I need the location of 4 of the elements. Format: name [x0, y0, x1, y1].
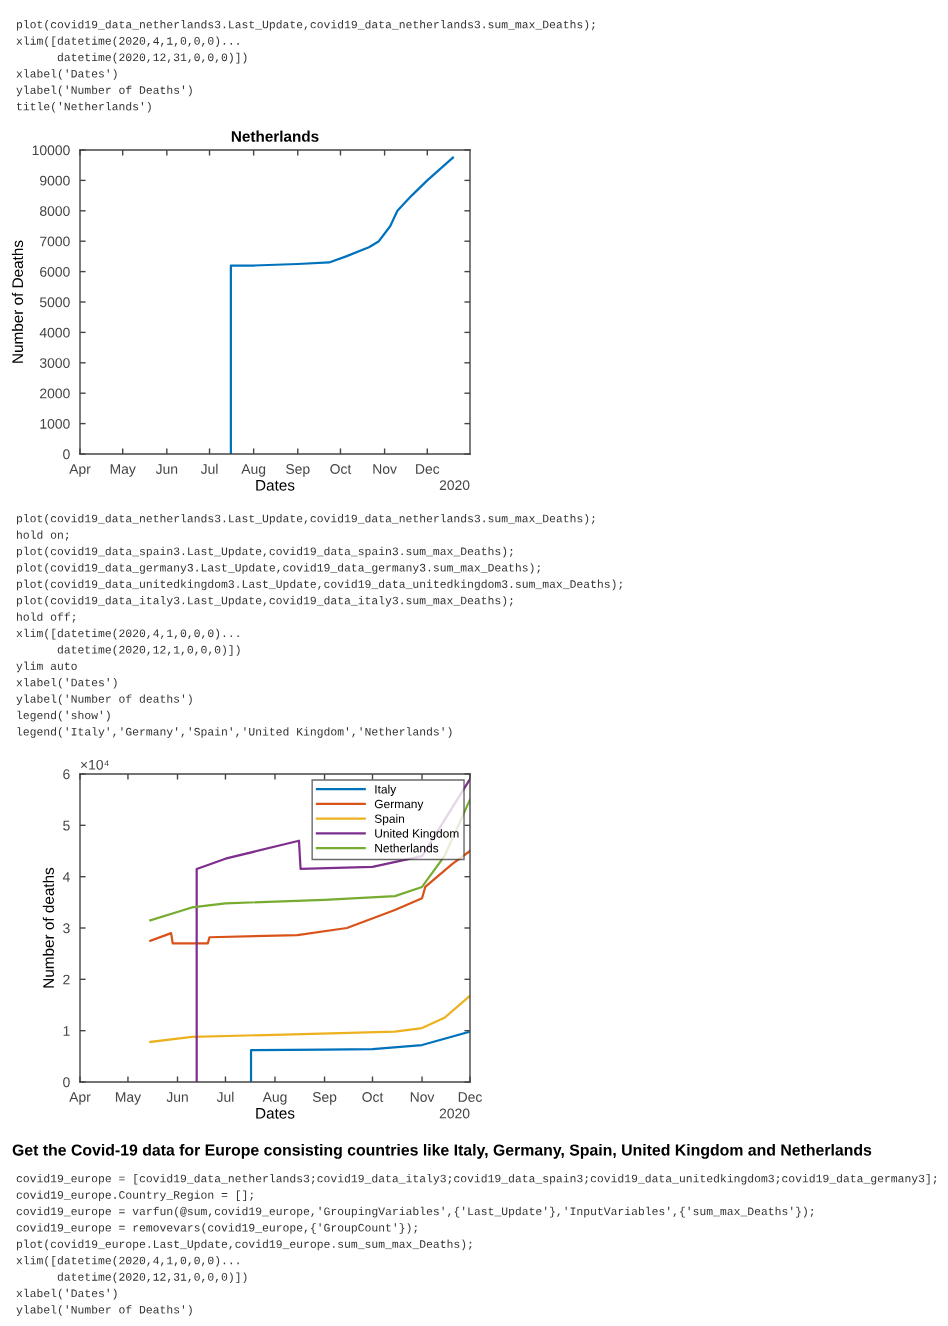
- line-series: [149, 849, 470, 945]
- line-series: [149, 994, 470, 1044]
- line-series: [229, 156, 455, 454]
- line-series: [249, 1030, 470, 1082]
